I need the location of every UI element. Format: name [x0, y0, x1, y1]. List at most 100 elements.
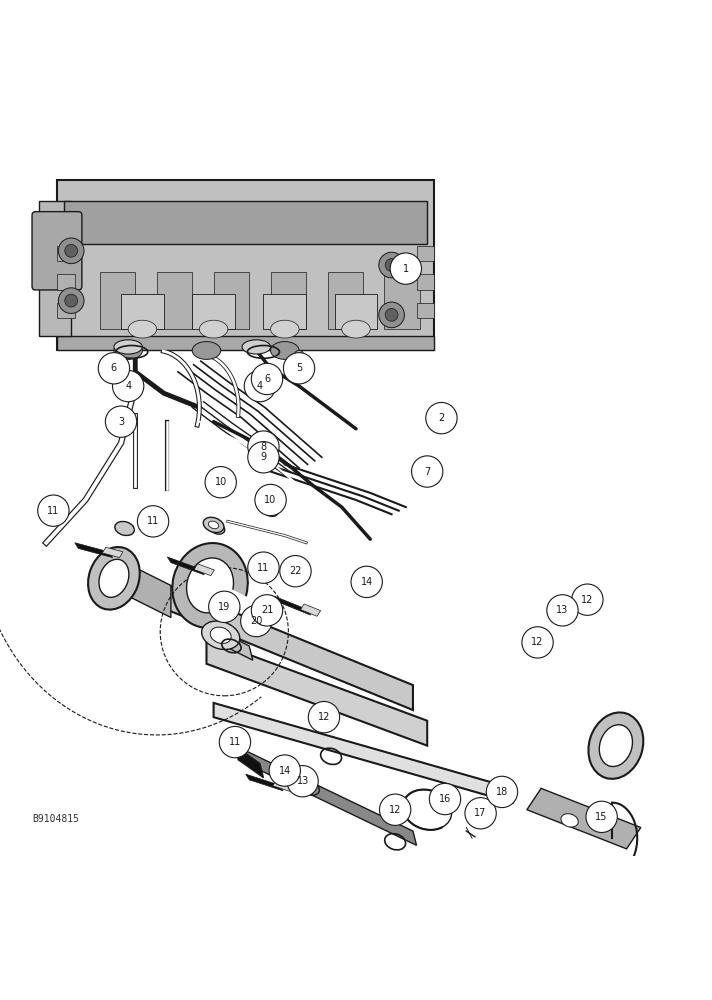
Circle shape — [572, 584, 603, 615]
Circle shape — [287, 766, 318, 797]
Ellipse shape — [588, 712, 644, 779]
Ellipse shape — [199, 320, 228, 338]
Text: 15: 15 — [595, 812, 608, 822]
Text: 10: 10 — [264, 495, 277, 505]
Text: 11: 11 — [147, 516, 159, 526]
Circle shape — [465, 798, 496, 829]
FancyBboxPatch shape — [32, 212, 82, 290]
Circle shape — [241, 605, 272, 637]
Polygon shape — [527, 788, 641, 849]
Circle shape — [112, 370, 144, 402]
Circle shape — [385, 259, 398, 271]
Polygon shape — [300, 604, 320, 616]
Text: 13: 13 — [556, 605, 569, 615]
Bar — [100, 272, 135, 329]
Text: 12: 12 — [531, 637, 544, 647]
Text: 14: 14 — [278, 766, 291, 776]
Bar — [57, 246, 75, 261]
Circle shape — [547, 595, 578, 626]
Ellipse shape — [210, 627, 231, 643]
Bar — [57, 303, 75, 318]
Polygon shape — [246, 774, 283, 791]
Circle shape — [308, 701, 340, 733]
Circle shape — [248, 431, 279, 462]
Circle shape — [486, 776, 518, 808]
Circle shape — [209, 591, 240, 622]
Text: 5: 5 — [296, 363, 302, 373]
Circle shape — [137, 506, 169, 537]
Circle shape — [379, 302, 404, 328]
Circle shape — [426, 402, 457, 434]
Ellipse shape — [342, 320, 370, 338]
Ellipse shape — [600, 725, 632, 767]
Ellipse shape — [114, 340, 142, 354]
Ellipse shape — [209, 521, 219, 529]
Text: 14: 14 — [360, 577, 373, 587]
Circle shape — [248, 552, 279, 583]
Text: 12: 12 — [389, 805, 402, 815]
Circle shape — [522, 627, 553, 658]
Bar — [271, 272, 306, 329]
Text: 19: 19 — [218, 602, 231, 612]
Polygon shape — [142, 575, 413, 710]
Circle shape — [65, 294, 78, 307]
Polygon shape — [221, 585, 274, 625]
Text: 10: 10 — [214, 477, 227, 487]
Text: 6: 6 — [111, 363, 117, 373]
Ellipse shape — [187, 558, 234, 613]
Ellipse shape — [114, 342, 142, 359]
Text: B9104815: B9104815 — [32, 814, 79, 824]
Polygon shape — [167, 557, 204, 575]
Text: 8: 8 — [261, 442, 266, 452]
Circle shape — [251, 595, 283, 626]
Circle shape — [255, 484, 286, 516]
Text: 11: 11 — [257, 563, 270, 573]
Ellipse shape — [203, 517, 224, 533]
Bar — [157, 272, 192, 329]
Text: 17: 17 — [474, 808, 487, 818]
Ellipse shape — [115, 521, 135, 536]
Polygon shape — [206, 639, 427, 746]
Circle shape — [65, 244, 78, 257]
Circle shape — [385, 308, 398, 321]
Bar — [328, 272, 363, 329]
Polygon shape — [235, 746, 417, 845]
Ellipse shape — [271, 342, 299, 359]
Circle shape — [98, 353, 130, 384]
Text: 6: 6 — [264, 374, 270, 384]
Ellipse shape — [242, 340, 271, 354]
Polygon shape — [75, 543, 112, 558]
Text: 18: 18 — [496, 787, 508, 797]
Polygon shape — [57, 336, 434, 350]
Bar — [57, 274, 75, 290]
Ellipse shape — [99, 559, 129, 597]
Text: 21: 21 — [261, 605, 273, 615]
Ellipse shape — [172, 543, 248, 628]
Bar — [263, 294, 306, 329]
Ellipse shape — [209, 523, 225, 534]
Ellipse shape — [192, 342, 221, 359]
Polygon shape — [273, 780, 293, 791]
Circle shape — [586, 801, 617, 833]
Ellipse shape — [128, 320, 157, 338]
Polygon shape — [274, 596, 310, 615]
Circle shape — [429, 783, 461, 815]
Ellipse shape — [88, 547, 140, 610]
Circle shape — [251, 363, 283, 395]
Circle shape — [269, 755, 300, 786]
FancyBboxPatch shape — [39, 201, 71, 336]
Bar — [121, 294, 164, 329]
Circle shape — [58, 288, 84, 313]
Bar — [192, 294, 235, 329]
Text: 16: 16 — [439, 794, 451, 804]
Circle shape — [390, 253, 422, 284]
Bar — [384, 272, 420, 329]
Polygon shape — [194, 564, 214, 576]
Text: 4: 4 — [257, 381, 263, 391]
FancyBboxPatch shape — [57, 180, 434, 350]
Text: 7: 7 — [424, 467, 430, 477]
Polygon shape — [235, 746, 263, 778]
Ellipse shape — [263, 505, 278, 516]
Bar — [417, 303, 434, 318]
Circle shape — [244, 370, 276, 402]
